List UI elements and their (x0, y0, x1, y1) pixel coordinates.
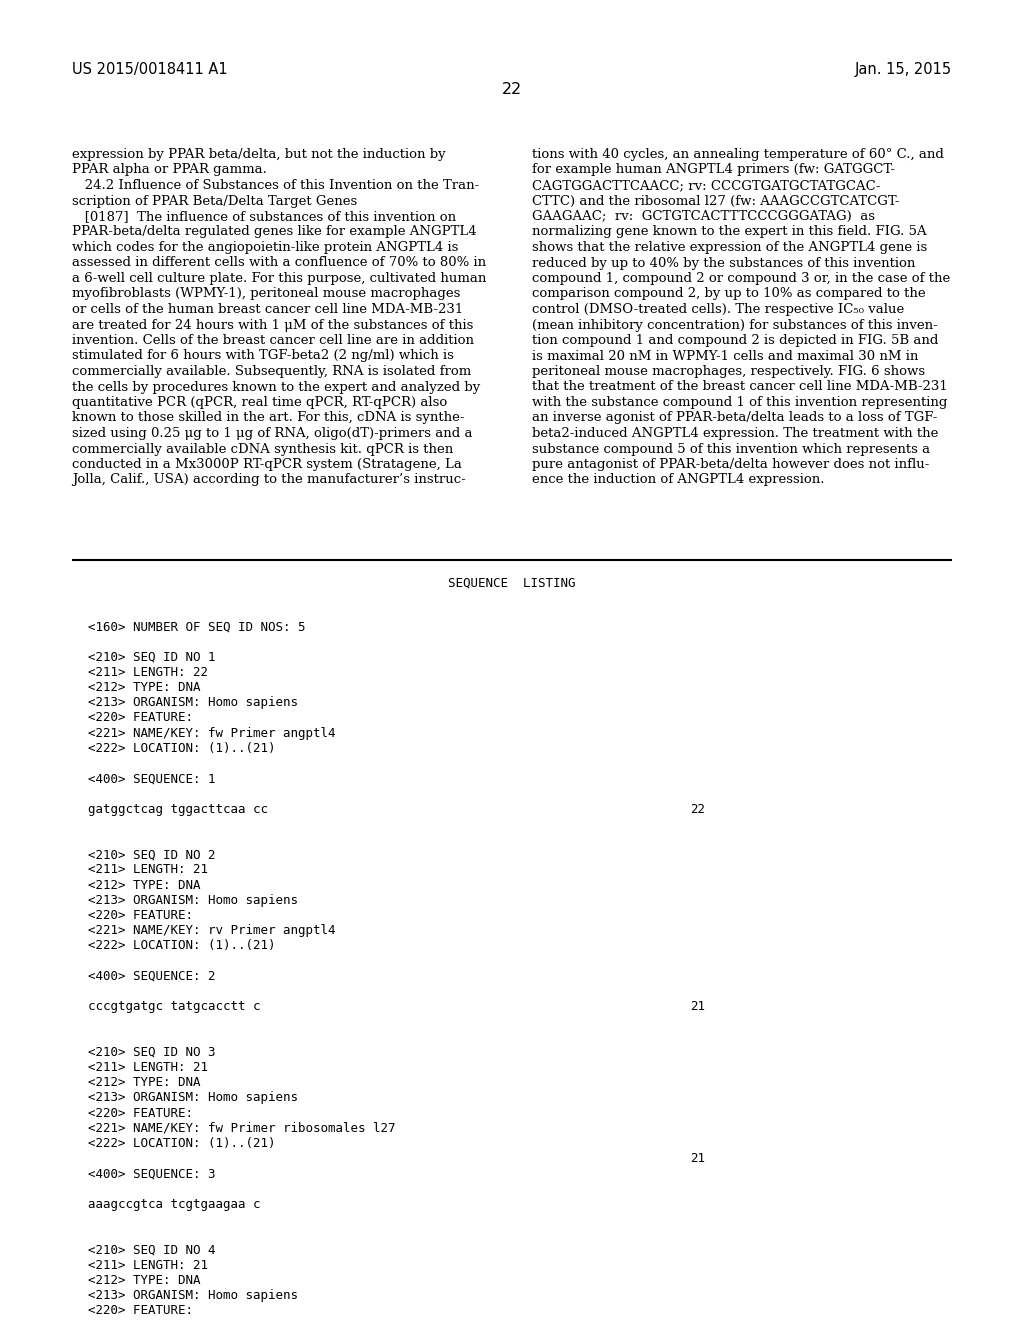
Text: <212> TYPE: DNA: <212> TYPE: DNA (88, 1076, 201, 1089)
Text: 24.2 Influence of Substances of this Invention on the Tran-: 24.2 Influence of Substances of this Inv… (72, 180, 479, 191)
Text: <211> LENGTH: 22: <211> LENGTH: 22 (88, 665, 208, 678)
Text: [0187]  The influence of substances of this invention on: [0187] The influence of substances of th… (72, 210, 456, 223)
Text: normalizing gene known to the expert in this field. FIG. 5A: normalizing gene known to the expert in … (532, 226, 927, 239)
Text: pure antagonist of PPAR-beta/delta however does not influ-: pure antagonist of PPAR-beta/delta howev… (532, 458, 930, 471)
Text: <210> SEQ ID NO 2: <210> SEQ ID NO 2 (88, 849, 215, 861)
Text: <220> FEATURE:: <220> FEATURE: (88, 1106, 193, 1119)
Text: beta2-induced ANGPTL4 expression. The treatment with the: beta2-induced ANGPTL4 expression. The tr… (532, 426, 938, 440)
Text: <220> FEATURE:: <220> FEATURE: (88, 909, 193, 921)
Text: <211> LENGTH: 21: <211> LENGTH: 21 (88, 1061, 208, 1074)
Text: invention. Cells of the breast cancer cell line are in addition: invention. Cells of the breast cancer ce… (72, 334, 474, 347)
Text: Jan. 15, 2015: Jan. 15, 2015 (855, 62, 952, 77)
Text: 22: 22 (690, 803, 705, 816)
Text: or cells of the human breast cancer cell line MDA-MB-231: or cells of the human breast cancer cell… (72, 304, 463, 315)
Text: an inverse agonist of PPAR-beta/delta leads to a loss of TGF-: an inverse agonist of PPAR-beta/delta le… (532, 412, 937, 425)
Text: expression by PPAR beta/delta, but not the induction by: expression by PPAR beta/delta, but not t… (72, 148, 445, 161)
Text: commercially available cDNA synthesis kit. qPCR is then: commercially available cDNA synthesis ki… (72, 442, 454, 455)
Text: commercially available. Subsequently, RNA is isolated from: commercially available. Subsequently, RN… (72, 366, 471, 378)
Text: <400> SEQUENCE: 3: <400> SEQUENCE: 3 (88, 1167, 215, 1180)
Text: <213> ORGANISM: Homo sapiens: <213> ORGANISM: Homo sapiens (88, 1092, 298, 1105)
Text: 21: 21 (690, 1152, 705, 1166)
Text: <222> LOCATION: (1)..(21): <222> LOCATION: (1)..(21) (88, 940, 275, 953)
Text: gatggctcag tggacttcaa cc: gatggctcag tggacttcaa cc (88, 803, 268, 816)
Text: shows that the relative expression of the ANGPTL4 gene is: shows that the relative expression of th… (532, 242, 928, 253)
Text: <210> SEQ ID NO 4: <210> SEQ ID NO 4 (88, 1243, 215, 1257)
Text: <222> LOCATION: (1)..(21): <222> LOCATION: (1)..(21) (88, 1137, 275, 1150)
Text: <160> NUMBER OF SEQ ID NOS: 5: <160> NUMBER OF SEQ ID NOS: 5 (88, 620, 305, 634)
Text: <220> FEATURE:: <220> FEATURE: (88, 711, 193, 725)
Text: <400> SEQUENCE: 2: <400> SEQUENCE: 2 (88, 970, 215, 983)
Text: <213> ORGANISM: Homo sapiens: <213> ORGANISM: Homo sapiens (88, 894, 298, 907)
Text: control (DMSO-treated cells). The respective IC₅₀ value: control (DMSO-treated cells). The respec… (532, 304, 904, 315)
Text: (mean inhibitory concentration) for substances of this inven-: (mean inhibitory concentration) for subs… (532, 318, 938, 331)
Text: <213> ORGANISM: Homo sapiens: <213> ORGANISM: Homo sapiens (88, 696, 298, 709)
Text: sized using 0.25 μg to 1 μg of RNA, oligo(dT)-primers and a: sized using 0.25 μg to 1 μg of RNA, olig… (72, 426, 472, 440)
Text: <211> LENGTH: 21: <211> LENGTH: 21 (88, 863, 208, 876)
Text: PPAR-beta/delta regulated genes like for example ANGPTL4: PPAR-beta/delta regulated genes like for… (72, 226, 476, 239)
Text: US 2015/0018411 A1: US 2015/0018411 A1 (72, 62, 227, 77)
Text: cccgtgatgc tatgcacctt c: cccgtgatgc tatgcacctt c (88, 1001, 260, 1014)
Text: reduced by up to 40% by the substances of this invention: reduced by up to 40% by the substances o… (532, 256, 915, 269)
Text: PPAR alpha or PPAR gamma.: PPAR alpha or PPAR gamma. (72, 164, 267, 177)
Text: <400> SEQUENCE: 1: <400> SEQUENCE: 1 (88, 772, 215, 785)
Text: <210> SEQ ID NO 1: <210> SEQ ID NO 1 (88, 651, 215, 664)
Text: quantitative PCR (qPCR, real time qPCR, RT-qPCR) also: quantitative PCR (qPCR, real time qPCR, … (72, 396, 447, 409)
Text: GAAGAAC;  rv:  GCTGTCACTTTCCCGGGATAG)  as: GAAGAAC; rv: GCTGTCACTTTCCCGGGATAG) as (532, 210, 874, 223)
Text: with the substance compound 1 of this invention representing: with the substance compound 1 of this in… (532, 396, 947, 409)
Text: a 6-well cell culture plate. For this purpose, cultivated human: a 6-well cell culture plate. For this pu… (72, 272, 486, 285)
Text: tion compound 1 and compound 2 is depicted in FIG. 5B and: tion compound 1 and compound 2 is depict… (532, 334, 938, 347)
Text: scription of PPAR Beta/Delta Target Genes: scription of PPAR Beta/Delta Target Gene… (72, 194, 357, 207)
Text: 22: 22 (502, 82, 522, 96)
Text: 21: 21 (690, 1001, 705, 1014)
Text: stimulated for 6 hours with TGF-beta2 (2 ng/ml) which is: stimulated for 6 hours with TGF-beta2 (2… (72, 350, 454, 363)
Text: are treated for 24 hours with 1 μM of the substances of this: are treated for 24 hours with 1 μM of th… (72, 318, 473, 331)
Text: Jolla, Calif., USA) according to the manufacturer’s instruc-: Jolla, Calif., USA) according to the man… (72, 474, 466, 487)
Text: tions with 40 cycles, an annealing temperature of 60° C., and: tions with 40 cycles, an annealing tempe… (532, 148, 944, 161)
Text: known to those skilled in the art. For this, cDNA is synthe-: known to those skilled in the art. For t… (72, 412, 465, 425)
Text: for example human ANGPTL4 primers (fw: GATGGCT-: for example human ANGPTL4 primers (fw: G… (532, 164, 895, 177)
Text: CTTC) and the ribosomal l27 (fw: AAAGCCGTCATCGT-: CTTC) and the ribosomal l27 (fw: AAAGCCG… (532, 194, 899, 207)
Text: <221> NAME/KEY: fw Primer angptl4: <221> NAME/KEY: fw Primer angptl4 (88, 726, 336, 739)
Text: <221> NAME/KEY: fw Primer ribosomales l27: <221> NAME/KEY: fw Primer ribosomales l2… (88, 1122, 395, 1135)
Text: <221> NAME/KEY: rv Primer angptl4: <221> NAME/KEY: rv Primer angptl4 (88, 924, 336, 937)
Text: SEQUENCE  LISTING: SEQUENCE LISTING (449, 577, 575, 590)
Text: CAGTGGACTTCAACC; rv: CCCGTGATGCTATGCAC-: CAGTGGACTTCAACC; rv: CCCGTGATGCTATGCAC- (532, 180, 881, 191)
Text: assessed in different cells with a confluence of 70% to 80% in: assessed in different cells with a confl… (72, 256, 486, 269)
Text: the cells by procedures known to the expert and analyzed by: the cells by procedures known to the exp… (72, 380, 480, 393)
Text: comparison compound 2, by up to 10% as compared to the: comparison compound 2, by up to 10% as c… (532, 288, 926, 301)
Text: <213> ORGANISM: Homo sapiens: <213> ORGANISM: Homo sapiens (88, 1290, 298, 1302)
Text: substance compound 5 of this invention which represents a: substance compound 5 of this invention w… (532, 442, 930, 455)
Text: is maximal 20 nM in WPMY-1 cells and maximal 30 nM in: is maximal 20 nM in WPMY-1 cells and max… (532, 350, 919, 363)
Text: conducted in a Mx3000P RT-qPCR system (Stratagene, La: conducted in a Mx3000P RT-qPCR system (S… (72, 458, 462, 471)
Text: <220> FEATURE:: <220> FEATURE: (88, 1304, 193, 1317)
Text: <211> LENGTH: 21: <211> LENGTH: 21 (88, 1258, 208, 1271)
Text: aaagccgtca tcgtgaagaa c: aaagccgtca tcgtgaagaa c (88, 1197, 260, 1210)
Text: <212> TYPE: DNA: <212> TYPE: DNA (88, 879, 201, 891)
Text: <212> TYPE: DNA: <212> TYPE: DNA (88, 681, 201, 694)
Text: compound 1, compound 2 or compound 3 or, in the case of the: compound 1, compound 2 or compound 3 or,… (532, 272, 950, 285)
Text: <212> TYPE: DNA: <212> TYPE: DNA (88, 1274, 201, 1287)
Text: myofibroblasts (WPMY-1), peritoneal mouse macrophages: myofibroblasts (WPMY-1), peritoneal mous… (72, 288, 461, 301)
Text: that the treatment of the breast cancer cell line MDA-MB-231: that the treatment of the breast cancer … (532, 380, 948, 393)
Text: which codes for the angiopoietin-like protein ANGPTL4 is: which codes for the angiopoietin-like pr… (72, 242, 459, 253)
Text: ence the induction of ANGPTL4 expression.: ence the induction of ANGPTL4 expression… (532, 474, 824, 487)
Text: <222> LOCATION: (1)..(21): <222> LOCATION: (1)..(21) (88, 742, 275, 755)
Text: <210> SEQ ID NO 3: <210> SEQ ID NO 3 (88, 1045, 215, 1059)
Text: peritoneal mouse macrophages, respectively. FIG. 6 shows: peritoneal mouse macrophages, respective… (532, 366, 925, 378)
